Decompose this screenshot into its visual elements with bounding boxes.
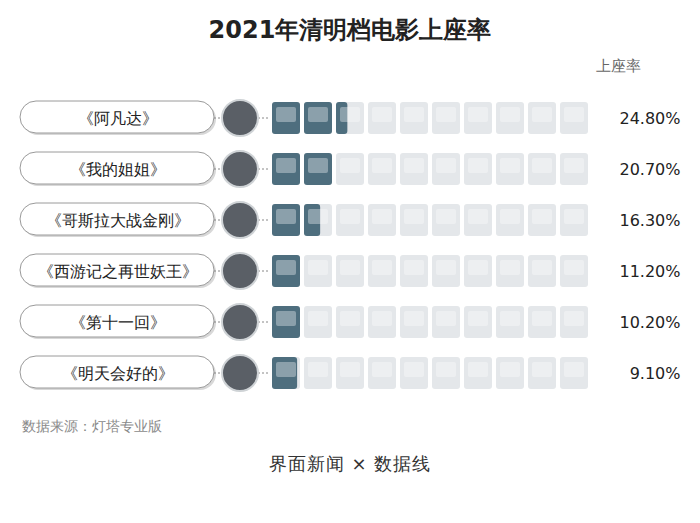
svg-text:16.30%: 16.30%	[619, 211, 680, 230]
svg-text:《阿凡达》: 《阿凡达》	[78, 109, 158, 128]
html-text:界面新闻 × 数据线: 界面新闻 × 数据线	[268, 453, 432, 474]
svg-text:《我的姐姐》: 《我的姐姐》	[70, 160, 166, 179]
svg-text:《明天会好的》: 《明天会好的》	[62, 364, 174, 383]
svg-text:上座率: 上座率	[596, 57, 641, 75]
svg-text:20.70%: 20.70%	[619, 160, 680, 179]
html-text:2021年清明档电影上座率: 2021年清明档电影上座率	[208, 16, 492, 44]
svg-text:24.80%: 24.80%	[619, 109, 680, 128]
html-text:数据来源：灯塔专业版: 数据来源：灯塔专业版	[22, 418, 162, 434]
svg-text:11.20%: 11.20%	[619, 262, 680, 281]
svg-text:10.20%: 10.20%	[619, 313, 680, 332]
svg-text:《第十一回》: 《第十一回》	[70, 313, 166, 332]
svg-text:《西游记之再世妖王》: 《西游记之再世妖王》	[38, 262, 198, 281]
svg-text:《哥斯拉大战金刚》: 《哥斯拉大战金刚》	[46, 211, 190, 230]
svg-text:9.10%: 9.10%	[630, 364, 681, 383]
